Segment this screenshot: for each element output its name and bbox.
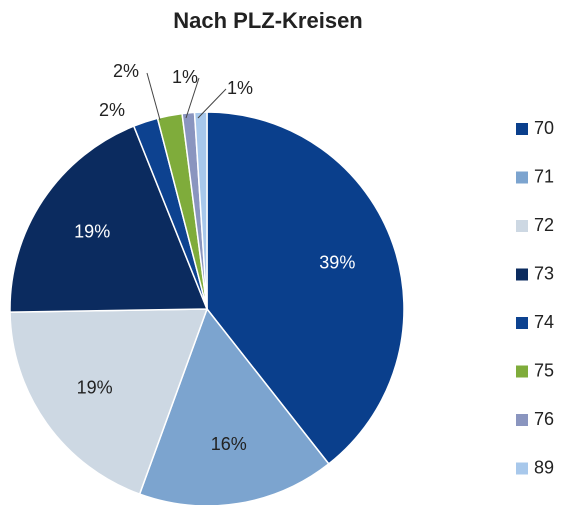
legend-swatch (516, 171, 528, 184)
leader-line (146, 72, 161, 121)
legend-swatch (516, 220, 528, 232)
legend-label: 74 (534, 312, 554, 332)
data-label: 1% (172, 67, 198, 87)
legend-label: 89 (534, 457, 554, 477)
legend-label: 71 (534, 166, 554, 186)
chart-title: Nach PLZ-Kreisen (173, 8, 363, 33)
data-label: 19% (77, 378, 113, 398)
legend-swatch (516, 365, 528, 378)
legend-label: 75 (534, 360, 554, 380)
legend-label: 70 (534, 118, 554, 138)
data-label: 2% (99, 100, 125, 120)
legend-swatch (516, 462, 528, 475)
legend-swatch (516, 414, 528, 426)
data-label: 1% (227, 78, 253, 98)
pie-slice (9, 125, 209, 313)
data-label: 19% (74, 221, 110, 241)
pie-slice (9, 308, 209, 496)
legend-swatch (516, 123, 528, 135)
data-label: 39% (319, 253, 355, 273)
legend-swatch (516, 317, 528, 329)
legend-label: 73 (534, 263, 554, 283)
leader-line (185, 77, 200, 119)
legend-label: 76 (534, 409, 554, 429)
pie-slice (138, 307, 330, 505)
data-label: 16% (211, 434, 247, 454)
legend-swatch (516, 268, 528, 281)
leader-line (197, 88, 227, 119)
pie-slice (206, 111, 405, 465)
data-label: 2% (113, 61, 139, 81)
legend-label: 72 (534, 215, 554, 235)
pie-slice (193, 111, 208, 310)
